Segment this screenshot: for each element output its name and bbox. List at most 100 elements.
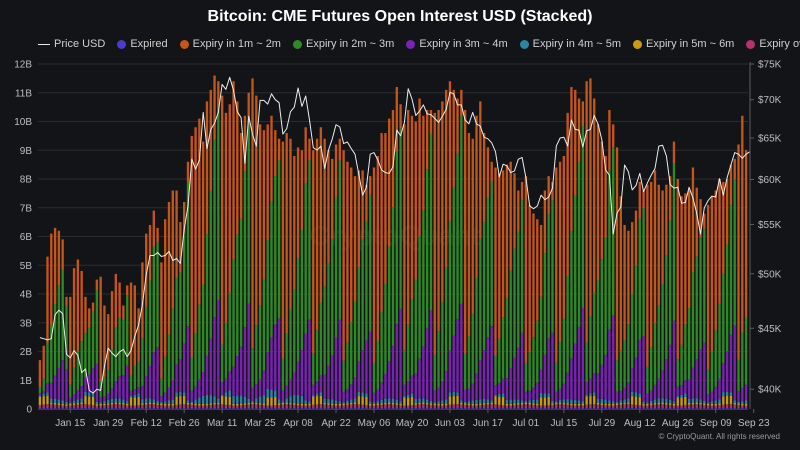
bar-segment-1m-2m [517, 190, 520, 232]
bar-segment-expired [547, 408, 550, 409]
bar-segment-expired [350, 408, 353, 409]
bar-segment-1m-2m [513, 173, 516, 249]
bar-segment-5m-6m [372, 403, 376, 406]
bar-segment-expired [558, 408, 562, 409]
bar-segment-expired [99, 408, 102, 409]
bar-segment-3m-4m [589, 378, 592, 394]
bar-segment-1m-2m [737, 144, 740, 360]
bar-segment-1m-2m [520, 181, 524, 201]
bar-segment-5m-6m [710, 403, 714, 406]
bar-segment-3m-4m [388, 361, 391, 399]
legend-item[interactable]: Expiry in 3m ~ 4m [406, 38, 508, 50]
bar-segment-5m-6m [76, 402, 80, 405]
y-left-tick-label: 6B [20, 232, 33, 243]
bar-segment-over-6m [672, 405, 676, 409]
bar-segment-expired [593, 408, 596, 409]
legend-item[interactable]: Expiry in 5m ~ 6m [633, 38, 734, 50]
bar-segment-5m-6m [699, 402, 702, 405]
bar-segment-over-6m [95, 405, 99, 409]
bar-segment-1m-2m [612, 124, 615, 148]
bar-segment-2m-3m [456, 153, 459, 319]
bar-segment-4m-5m [103, 401, 106, 404]
bar-segment-2m-3m [80, 341, 83, 387]
bar-segment-over-6m [118, 404, 121, 409]
bar-segment-expired [141, 408, 144, 409]
bar-segment-3m-4m [498, 383, 501, 395]
bar-segment-2m-3m [346, 342, 349, 390]
bar-segment-over-6m [619, 404, 622, 409]
bar-segment-5m-6m [433, 403, 436, 406]
bar-segment-1m-2m [703, 213, 706, 230]
legend-item[interactable]: Expiry in 1m ~ 2m [179, 38, 281, 50]
bar-segment-over-6m [471, 405, 474, 409]
bar-segment-2m-3m [53, 304, 57, 376]
bar-segment-3m-4m [505, 378, 509, 400]
legend-item[interactable]: Expiry in 4m ~ 5m [519, 38, 621, 50]
bar-segment-1m-2m [262, 130, 266, 280]
bar-segment-expired [562, 408, 566, 409]
bar-segment-5m-6m [539, 397, 543, 406]
bar-segment-1m-2m [42, 345, 45, 379]
bar-segment-2m-3m [733, 178, 736, 326]
bar-segment-4m-5m [266, 388, 269, 398]
bar-segment-4m-5m [627, 398, 630, 403]
bar-segment-over-6m [691, 404, 695, 409]
bar-segment-2m-3m [69, 384, 72, 398]
bar-segment-4m-5m [217, 398, 220, 403]
bar-segment-1m-2m [201, 141, 205, 285]
bar-segment-5m-6m [266, 397, 269, 406]
bar-segment-5m-6m [61, 403, 64, 406]
bar-segment-over-6m [232, 405, 235, 409]
legend-item[interactable]: Expiry over 6m [746, 38, 800, 50]
bar-segment-4m-5m [167, 400, 171, 404]
bar-segment-1m-2m [498, 173, 501, 339]
bar-segment-5m-6m [543, 397, 547, 406]
bar-segment-3m-4m [403, 384, 406, 396]
bar-segment-over-6m [517, 404, 520, 409]
bar-segment-over-6m [338, 405, 342, 409]
bar-segment-3m-4m [38, 393, 42, 396]
bar-segment-3m-4m [217, 299, 220, 399]
bar-segment-1m-2m [718, 179, 721, 304]
legend-item[interactable]: Expired [117, 38, 168, 50]
bar-segment-over-6m [425, 404, 429, 409]
bar-segment-1m-2m [562, 156, 566, 319]
bar-segment-over-6m [585, 404, 588, 409]
bar-segment-over-6m [319, 404, 323, 409]
bar-segment-expired [600, 408, 603, 409]
bar-segment-4m-5m [84, 391, 87, 397]
bar-segment-3m-4m [585, 381, 588, 396]
bar-segment-5m-6m [251, 402, 254, 405]
bar-segment-4m-5m [501, 393, 505, 398]
bar-segment-over-6m [513, 405, 516, 409]
bar-segment-over-6m [570, 405, 573, 409]
bar-segment-5m-6m [661, 402, 664, 405]
legend-item[interactable]: Expiry in 2m ~ 3m [292, 38, 394, 50]
bar-segment-over-6m [346, 404, 349, 409]
x-tick-label: Sep 09 [700, 418, 732, 429]
bar-segment-expired [741, 408, 744, 409]
bar-segment-1m-2m [357, 170, 360, 268]
bar-segment-2m-3m [608, 170, 611, 330]
bar-segment-3m-4m [627, 382, 630, 399]
bar-segment-3m-4m [737, 391, 740, 402]
bar-segment-2m-3m [657, 305, 660, 379]
bar-segment-5m-6m [304, 403, 307, 406]
bar-segment-2m-3m [691, 272, 695, 368]
bar-segment-1m-2m [243, 115, 247, 172]
legend-item[interactable]: Price USD [38, 38, 105, 50]
bar-segment-expired [631, 408, 634, 409]
bar-segment-expired [338, 408, 342, 409]
bar-segment-5m-6m [137, 397, 140, 406]
bar-segment-5m-6m [524, 402, 528, 405]
bar-segment-over-6m [422, 404, 425, 409]
bar-segment-3m-4m [422, 346, 425, 399]
bar-segment-3m-4m [201, 372, 205, 396]
bar-segment-expired [695, 408, 698, 409]
bar-segment-5m-6m [638, 397, 641, 406]
bar-segment-3m-4m [437, 387, 440, 402]
bar-segment-3m-4m [684, 380, 687, 394]
bar-segment-over-6m [505, 405, 509, 409]
bar-segment-expired [114, 408, 118, 409]
bar-segment-3m-4m [725, 351, 729, 392]
